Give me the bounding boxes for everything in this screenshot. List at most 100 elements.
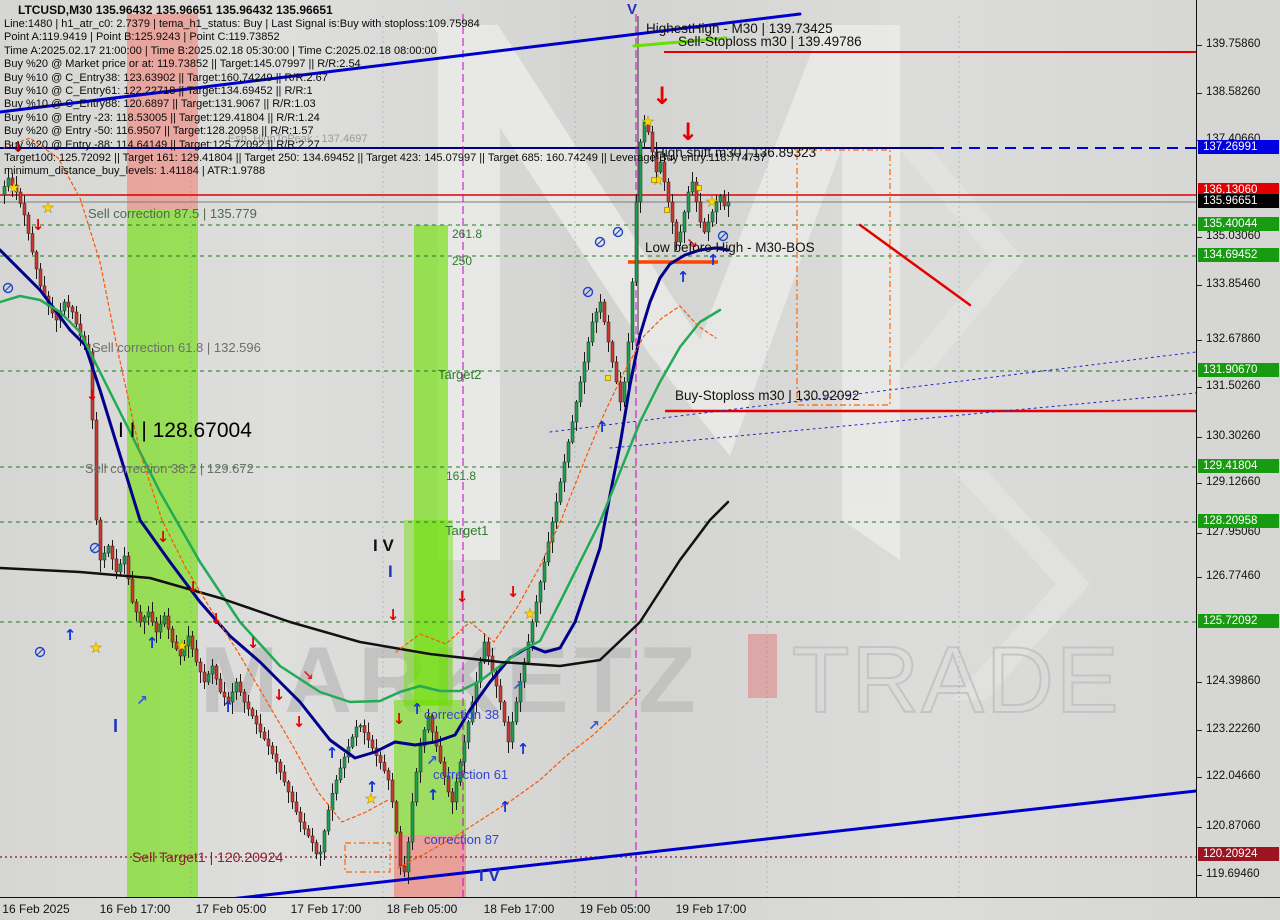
breakout-up-icon: ↗ bbox=[588, 718, 600, 734]
chart-annotation: Sell correction 38.2 | 129.672 bbox=[85, 461, 254, 476]
time-tick-label: 16 Feb 2025 bbox=[2, 902, 70, 916]
info-line: Line:1480 | h1_atr_c0: 2.7379 | tema_h1_… bbox=[4, 18, 480, 30]
sell-arrow-icon: ↓ bbox=[293, 713, 306, 731]
price-level-badge: 135.96651 bbox=[1198, 194, 1279, 208]
sell-arrow-icon: ↓ bbox=[507, 583, 520, 601]
time-tick-label: 19 Feb 17:00 bbox=[675, 902, 747, 916]
price-tick-label: 138.58260 bbox=[1196, 86, 1261, 98]
chart-annotation: High shift m30 | 136.89323 bbox=[655, 145, 817, 160]
chart-annotation: I V bbox=[373, 536, 394, 555]
price-level-badge: 125.72092 bbox=[1198, 614, 1279, 628]
star-icon: ★ bbox=[524, 607, 536, 622]
buy-arrow-icon: ↑ bbox=[222, 698, 235, 716]
highlight-band bbox=[127, 14, 198, 210]
sell-arrow-icon: ↓ bbox=[247, 634, 260, 652]
chart-annotation: correction 61 bbox=[433, 767, 509, 782]
price-tick-label: 130.30260 bbox=[1196, 430, 1261, 442]
info-line: Buy %10 @ C_Entry88: 120.6897 || Target:… bbox=[4, 98, 316, 111]
chart-annotation: correction 38 bbox=[424, 707, 500, 722]
chart-annotation: Sell correction 61.8 | 132.596 bbox=[92, 340, 261, 355]
info-line: LTCUSD,M30 135.96432 135.96651 135.96432… bbox=[18, 3, 333, 17]
buy-arrow-icon: ↑ bbox=[499, 798, 512, 816]
chart-annotation: Low before High - M30-BOS bbox=[645, 240, 815, 255]
star-icon: ★ bbox=[42, 201, 54, 216]
chart-annotation: HighestHigh - M30 | 139.73425 bbox=[646, 21, 833, 36]
price-level-badge: 134.69452 bbox=[1198, 248, 1279, 262]
chart-annotation: 261.8 bbox=[452, 227, 483, 241]
price-tick-label: 139.75860 bbox=[1196, 38, 1261, 50]
chart-annotation: Target1 bbox=[445, 523, 489, 538]
info-line: Buy %20 @ Entry -88: 114.64149 || Target… bbox=[4, 138, 320, 151]
price-level-badge: 128.20958 bbox=[1198, 514, 1279, 528]
chart-canvas[interactable]: ↓↓↓↓↓↓↓↓↓↓↓↓ ↓↓↓↑ ↑↑↑↑↑↑↑↑↑↑↑★★★ ★★★★★★↗↗↗↗… bbox=[0, 0, 1196, 897]
time-tick-label: 19 Feb 05:00 bbox=[579, 902, 651, 916]
buy-arrow-icon: ↑ bbox=[64, 626, 77, 644]
sell-arrow-icon: ↓ bbox=[86, 386, 99, 404]
circle-marker-icon bbox=[582, 286, 594, 298]
info-line: Buy %10 @ Entry -23: 118.53005 || Target… bbox=[4, 111, 320, 124]
price-tick-label: 132.67860 bbox=[1196, 333, 1261, 345]
price-level-badge: 136.13060 bbox=[1198, 183, 1279, 197]
sell-arrow-big-icon: ↓ bbox=[652, 82, 672, 110]
price-tick-label: 119.69460 bbox=[1197, 868, 1260, 880]
buy-arrow-icon: ↑ bbox=[411, 700, 424, 718]
star-icon: ★ bbox=[8, 181, 20, 196]
info-line: Buy %10 @ C_Entry38: 123.63902 || Target… bbox=[4, 71, 328, 84]
price-tick-label: 123.22260 bbox=[1196, 723, 1261, 735]
chart-annotation: Sell-Stoploss m30 | 139.49786 bbox=[678, 34, 862, 49]
info-line: minimum_distance_buy_levels: 1.41184 | A… bbox=[4, 165, 266, 178]
sell-arrow-icon: ↓ bbox=[273, 686, 286, 704]
circle-marker-icon bbox=[34, 646, 46, 658]
buy-arrow-icon: ↑ bbox=[677, 268, 690, 286]
time-tick-label: 17 Feb 17:00 bbox=[290, 902, 362, 916]
sell-arrow-icon: ↓ bbox=[393, 710, 406, 728]
breakout-up-icon: ↗ bbox=[512, 678, 524, 694]
info-line: Point A:119.9419 | Point B:125.9243 | Po… bbox=[4, 31, 280, 44]
price-level-badge: 135.40044 bbox=[1198, 217, 1279, 231]
circle-marker-icon bbox=[2, 282, 14, 294]
buy-arrow-icon: ↑ bbox=[427, 786, 440, 804]
breakdown-icon: ↘ bbox=[302, 668, 314, 684]
info-line: Buy %20 @ Market price or at: 119.73852 … bbox=[4, 58, 361, 71]
price-axis[interactable]: 139.75860 138.58260 137.40660 135.03060 133.… bbox=[1196, 0, 1280, 897]
time-axis[interactable]: 16 Feb 2025 16 Feb 17:00 17 Feb 05:00 17 Fe… bbox=[0, 897, 1280, 920]
price-tick-label: 127.95060 bbox=[1196, 526, 1261, 538]
breakout-up-icon: ↗ bbox=[136, 693, 148, 709]
breakout-up-icon: ↗ bbox=[426, 753, 438, 769]
star-icon: ★ bbox=[652, 173, 664, 188]
circle-marker-icon bbox=[717, 230, 729, 242]
circle-marker-icon bbox=[594, 236, 606, 248]
sell-arrow-icon: ↓ bbox=[12, 138, 25, 156]
chart-annotation: Sell correction 87.5 | 135.779 bbox=[88, 206, 257, 221]
chart-annotation: correction 87 bbox=[424, 832, 500, 847]
star-icon: ★ bbox=[642, 115, 654, 130]
star-icon: ★ bbox=[90, 641, 102, 656]
time-tick-label: 16 Feb 17:00 bbox=[99, 902, 171, 916]
buy-arrow-icon: ↑ bbox=[366, 778, 379, 796]
price-tick-label: 131.50260 bbox=[1196, 380, 1261, 392]
price-level-badge: 137.26991 bbox=[1198, 140, 1279, 154]
info-overlay: LTCUSD,M30 135.96432 135.96651 135.96432… bbox=[4, 3, 766, 179]
chart-annotation: I bbox=[113, 716, 119, 736]
sell-arrow-icon: ↓ bbox=[187, 578, 200, 596]
chart-annotation: 250 bbox=[452, 254, 473, 268]
sell-arrow-icon: ↓ bbox=[157, 528, 170, 546]
chart-annotation: I bbox=[388, 562, 393, 581]
star-icon: ★ bbox=[176, 639, 188, 654]
info-line: Time A:2025.02.17 21:00:00 | Time B:2025… bbox=[4, 44, 437, 57]
price-tick-label: 122.04660 bbox=[1196, 770, 1261, 782]
sell-arrow-icon: ↓ bbox=[387, 606, 400, 624]
buy-arrow-icon: ↑ bbox=[707, 251, 720, 269]
buy-arrow-icon: ↑ bbox=[326, 744, 339, 762]
chart-annotation: Sell Target1 | 120.20924 bbox=[132, 849, 284, 865]
buy-arrow-icon: ↑ bbox=[517, 740, 530, 758]
sell-arrow-icon: ↓ bbox=[32, 216, 45, 234]
buy-arrow-icon: ↑ bbox=[146, 634, 159, 652]
circle-marker-icon bbox=[89, 542, 101, 554]
price-level-badge: 129.41804 bbox=[1198, 459, 1279, 473]
info-line: Target100: 125.72092 || Target 161: 129.… bbox=[4, 152, 767, 165]
chart-annotation: Target2 bbox=[438, 367, 482, 382]
sell-arrow-icon: ↓ bbox=[210, 610, 223, 628]
highlight-band bbox=[414, 225, 448, 705]
